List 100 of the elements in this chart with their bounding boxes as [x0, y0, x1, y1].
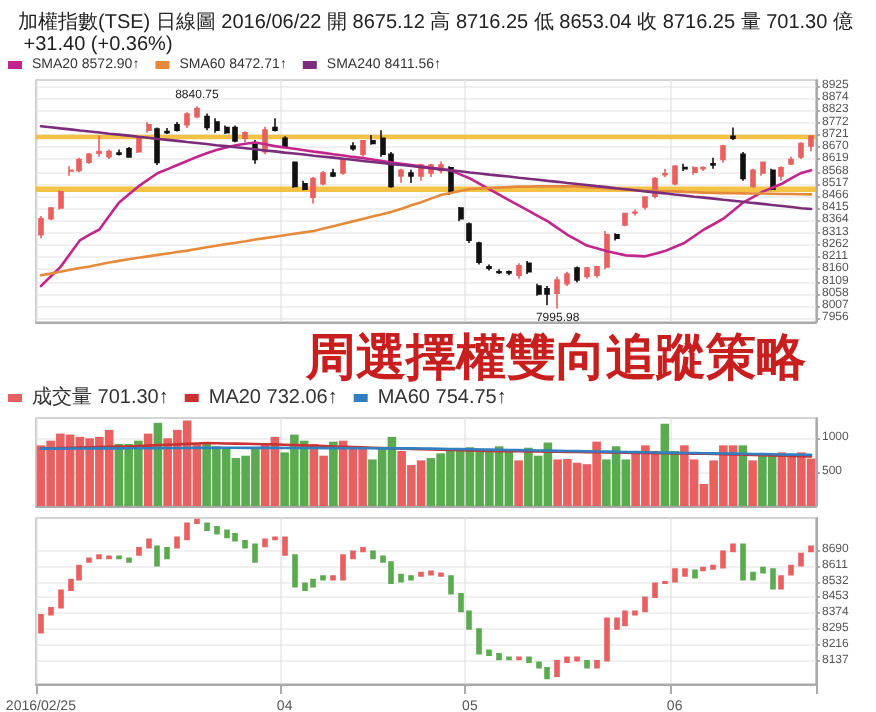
candlestick: [106, 148, 112, 160]
candlestick: [682, 568, 688, 577]
candlestick: [642, 195, 648, 211]
candlestick: [700, 566, 706, 572]
candlestick: [340, 554, 346, 581]
candlestick: [38, 614, 44, 634]
candlestick: [252, 543, 258, 563]
candlestick: [544, 285, 550, 307]
candlestick: [204, 522, 210, 531]
candlestick: [584, 266, 590, 280]
candlestick: [594, 660, 600, 669]
candlestick: [418, 571, 424, 577]
candlestick: [38, 215, 44, 239]
candlestick: [808, 545, 814, 553]
candlestick: [536, 282, 542, 297]
candlestick: [682, 163, 688, 172]
candlestick: [302, 582, 308, 591]
candlestick: [164, 547, 170, 560]
candlestick: [408, 575, 414, 581]
candlestick: [604, 617, 610, 662]
candlestick: [370, 134, 376, 146]
candlestick: [116, 148, 122, 157]
candlestick: [544, 667, 550, 680]
candlestick: [86, 557, 92, 563]
candlestick: [564, 270, 570, 287]
legend-label: MA60 754.75↑: [377, 387, 507, 409]
candlestick: [154, 545, 160, 567]
candlestick: [672, 164, 678, 187]
candlestick: [340, 157, 346, 176]
candlestick: [466, 221, 472, 244]
candlestick: [594, 264, 600, 279]
candlestick: [574, 265, 580, 284]
candlestick: [398, 573, 404, 583]
candlestick: [476, 628, 482, 655]
line-series: [39, 185, 813, 277]
candlestick: [174, 536, 180, 549]
candlestick: [58, 189, 64, 211]
candlestick: [330, 575, 336, 581]
candlestick: [350, 550, 356, 560]
candlestick: [232, 124, 238, 144]
legend-label: 成交量 701.30↑: [32, 385, 169, 409]
candlestick: [86, 152, 92, 165]
candlestick: [48, 607, 54, 616]
candlestick: [282, 536, 288, 556]
candlestick: [242, 540, 248, 549]
candlestick: [126, 557, 132, 563]
candlestick: [526, 260, 532, 275]
candlestick: [750, 167, 756, 189]
candlestick: [516, 262, 522, 280]
candlestick: [370, 550, 376, 560]
candlestick: [48, 206, 54, 221]
legend-label: MA20 732.06↑: [208, 387, 338, 409]
candlestick: [136, 136, 142, 154]
candlestick: [692, 165, 698, 176]
candlestick: [760, 566, 766, 574]
candlestick: [662, 167, 668, 178]
candlestick: [96, 554, 102, 560]
candlestick: [652, 582, 658, 598]
candlestick: [564, 656, 570, 663]
candlestick: [282, 135, 288, 150]
line-series: [39, 141, 813, 288]
line-series: [39, 124, 813, 211]
candlestick: [96, 134, 102, 158]
candlestick: [388, 561, 394, 584]
candlestick: [350, 141, 356, 152]
bar: [748, 460, 757, 506]
candlestick: [710, 564, 716, 570]
candlestick: [164, 127, 170, 135]
candlestick: [554, 275, 560, 310]
bar: [329, 441, 338, 506]
candlestick: [486, 649, 492, 656]
candlestick: [242, 130, 248, 144]
candlestick: [184, 111, 190, 129]
candlestick: [458, 206, 464, 223]
candlestick: [614, 617, 620, 630]
candlestick: [330, 167, 336, 178]
candlestick: [720, 550, 726, 569]
candlestick: [184, 522, 190, 541]
candlestick: [310, 176, 316, 205]
candlestick: [710, 157, 716, 170]
candlestick: [770, 568, 776, 590]
candlestick: [788, 564, 794, 576]
candlestick: [360, 139, 366, 158]
candlestick: [320, 575, 326, 581]
candlestick: [574, 656, 580, 662]
candlestick: [58, 589, 64, 609]
candlestick: [232, 533, 238, 542]
candlestick: [642, 596, 648, 613]
candlestick: [506, 269, 512, 277]
candlestick: [262, 538, 268, 548]
candlestick: [632, 610, 638, 616]
candlestick: [788, 155, 794, 166]
candlestick: [146, 121, 152, 134]
candlestick: [320, 170, 326, 187]
candlestick: [292, 554, 298, 588]
candlestick: [584, 660, 590, 669]
candlestick: [224, 529, 230, 539]
candlestick: [486, 263, 492, 272]
candlestick: [750, 571, 756, 581]
candlestick: [214, 117, 220, 134]
